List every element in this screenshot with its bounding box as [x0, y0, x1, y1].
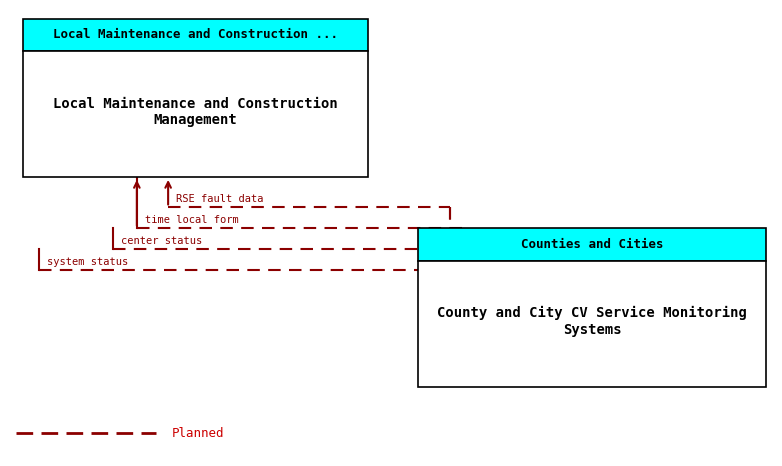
Text: County and City CV Service Monitoring
Systems: County and City CV Service Monitoring Sy… [437, 306, 748, 336]
Bar [418, 261, 766, 387]
Text: Local Maintenance and Construction
Management: Local Maintenance and Construction Manag… [53, 96, 338, 127]
Text: system status: system status [47, 257, 128, 267]
Bar [418, 228, 766, 261]
Bar [23, 19, 368, 51]
Text: Counties and Cities: Counties and Cities [521, 238, 664, 251]
Bar [23, 51, 368, 177]
Text: RSE fault data: RSE fault data [176, 194, 264, 204]
Text: time local form: time local form [145, 215, 239, 225]
Text: Planned: Planned [172, 427, 224, 440]
Text: Local Maintenance and Construction ...: Local Maintenance and Construction ... [53, 28, 338, 41]
Text: center status: center status [121, 236, 203, 246]
